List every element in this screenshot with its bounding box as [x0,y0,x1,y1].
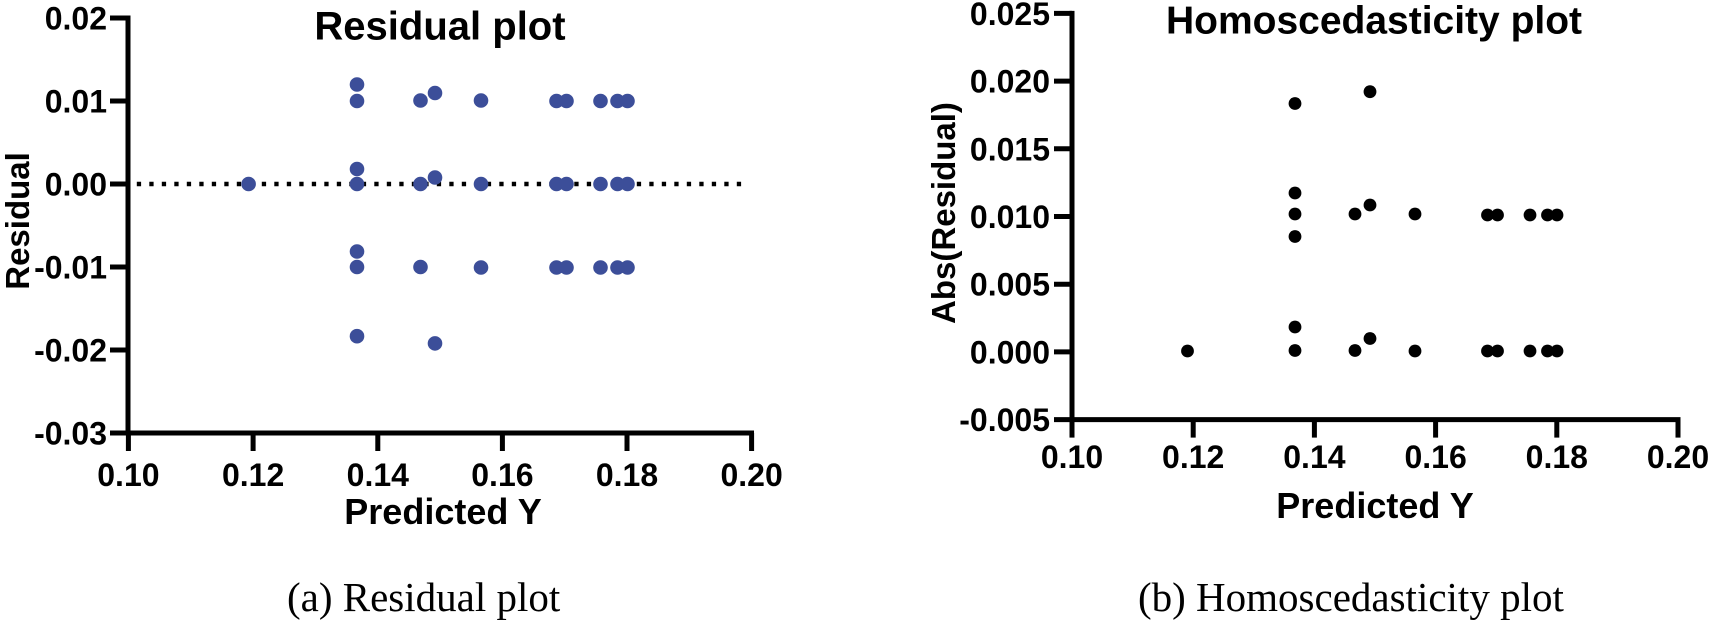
svg-text:0.16: 0.16 [1404,439,1466,475]
svg-text:0.025: 0.025 [970,0,1050,32]
svg-text:0.020: 0.020 [970,64,1050,100]
svg-text:(b) Homoscedasticity plot: (b) Homoscedasticity plot [1138,574,1564,620]
svg-text:0.16: 0.16 [471,457,533,493]
svg-text:Homoscedasticity plot: Homoscedasticity plot [1166,0,1582,43]
svg-text:Abs(Residual): Abs(Residual) [925,102,962,324]
svg-text:0.00: 0.00 [45,167,107,203]
svg-text:0.005: 0.005 [970,267,1050,303]
svg-text:0.20: 0.20 [720,457,782,493]
svg-text:0.000: 0.000 [970,334,1050,370]
svg-text:0.18: 0.18 [596,457,658,493]
svg-text:(a) Residual plot: (a) Residual plot [287,574,561,620]
svg-text:0.015: 0.015 [970,131,1050,167]
svg-text:0.12: 0.12 [222,457,284,493]
svg-text:0.10: 0.10 [97,457,159,493]
svg-text:0.010: 0.010 [970,199,1050,235]
svg-text:0.18: 0.18 [1526,439,1588,475]
svg-text:-0.01: -0.01 [34,250,107,286]
svg-text:0.10: 0.10 [1041,439,1103,475]
svg-text:Residual: Residual [0,152,36,290]
svg-text:Predicted Y: Predicted Y [1276,485,1473,526]
svg-text:-0.005: -0.005 [959,402,1050,438]
svg-text:-0.02: -0.02 [34,333,107,369]
svg-text:0.01: 0.01 [45,84,107,120]
svg-text:Predicted Y: Predicted Y [344,491,541,532]
svg-text:0.14: 0.14 [347,457,409,493]
svg-text:0.02: 0.02 [45,1,107,37]
svg-text:0.12: 0.12 [1162,439,1224,475]
svg-text:0.14: 0.14 [1283,439,1345,475]
svg-text:-0.03: -0.03 [34,416,107,452]
svg-text:Residual plot: Residual plot [314,5,565,49]
svg-text:0.20: 0.20 [1647,439,1709,475]
